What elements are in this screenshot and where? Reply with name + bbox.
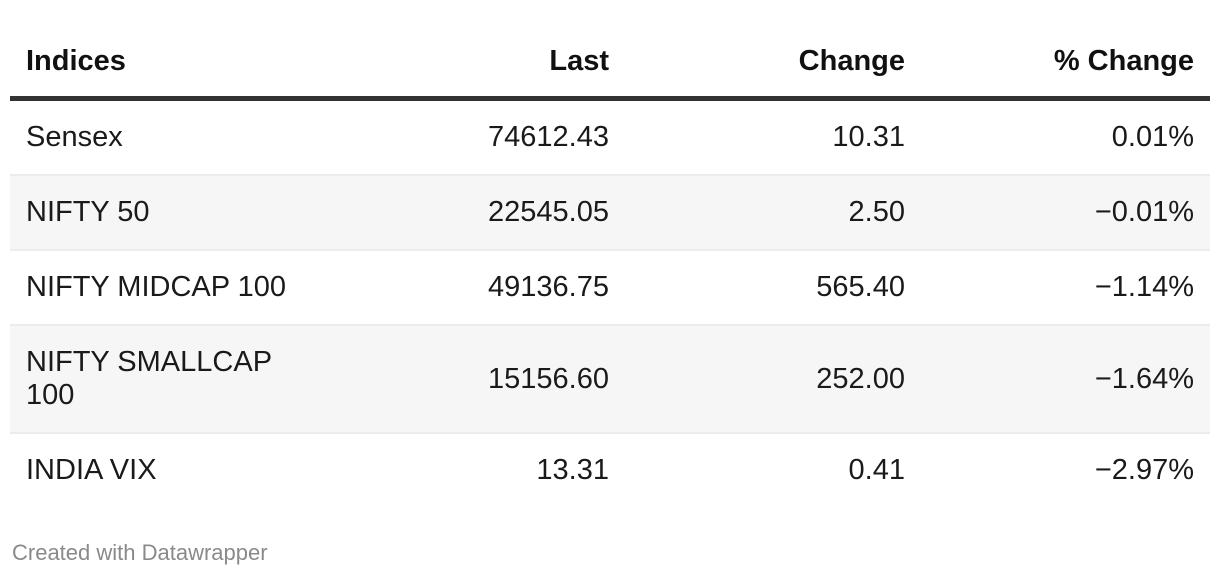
datawrapper-attribution-link[interactable]: Created with Datawrapper <box>12 540 268 565</box>
pct-change-cell: 0.01% <box>1111 121 1194 153</box>
indices-table: Indices Last Change % Change Sensex 7461… <box>10 27 1210 507</box>
index-name-cell: NIFTY 50 <box>26 196 150 228</box>
index-name-cell: NIFTY MIDCAP 100 <box>26 271 287 303</box>
last-cell: 13.31 <box>536 454 609 486</box>
table-row-nifty-50: NIFTY 50 22545.05 2.50 −0.01% <box>10 175 1210 250</box>
index-name-cell: INDIA VIX <box>26 454 157 486</box>
pct-change-cell: −2.97% <box>1094 454 1194 486</box>
index-name-cell: Sensex <box>26 121 123 153</box>
column-header-last: Last <box>330 27 625 101</box>
last-cell: 49136.75 <box>488 271 609 303</box>
index-name-cell: NIFTY SMALLCAP 100 <box>26 346 272 411</box>
change-cell: 10.31 <box>832 121 905 153</box>
change-cell: 0.41 <box>848 454 905 486</box>
pct-change-cell: −1.64% <box>1094 362 1194 395</box>
column-header-indices: Indices <box>10 27 330 101</box>
table-row-nifty-smallcap-100: NIFTY SMALLCAP 100 15156.60 252.00 −1.64… <box>10 325 1210 433</box>
pct-change-cell: −0.01% <box>1094 196 1194 228</box>
column-header-change: Change <box>625 27 921 101</box>
table-row-nifty-midcap-100: NIFTY MIDCAP 100 49136.75 565.40 −1.14% <box>10 250 1210 325</box>
table-header-row: Indices Last Change % Change <box>10 27 1210 101</box>
attribution: Created with Datawrapper <box>12 540 268 566</box>
last-cell: 74612.43 <box>488 121 609 153</box>
pct-change-cell: −1.14% <box>1094 271 1194 303</box>
last-cell: 15156.60 <box>488 362 609 395</box>
change-cell: 2.50 <box>848 196 905 228</box>
table-row-sensex: Sensex 74612.43 10.31 0.01% <box>10 99 1210 175</box>
column-header-pct-change: % Change <box>921 27 1210 101</box>
last-cell: 22545.05 <box>488 196 609 228</box>
table-row-india-vix: INDIA VIX 13.31 0.41 −2.97% <box>10 433 1210 507</box>
change-cell: 252.00 <box>816 362 905 395</box>
change-cell: 565.40 <box>816 271 905 303</box>
